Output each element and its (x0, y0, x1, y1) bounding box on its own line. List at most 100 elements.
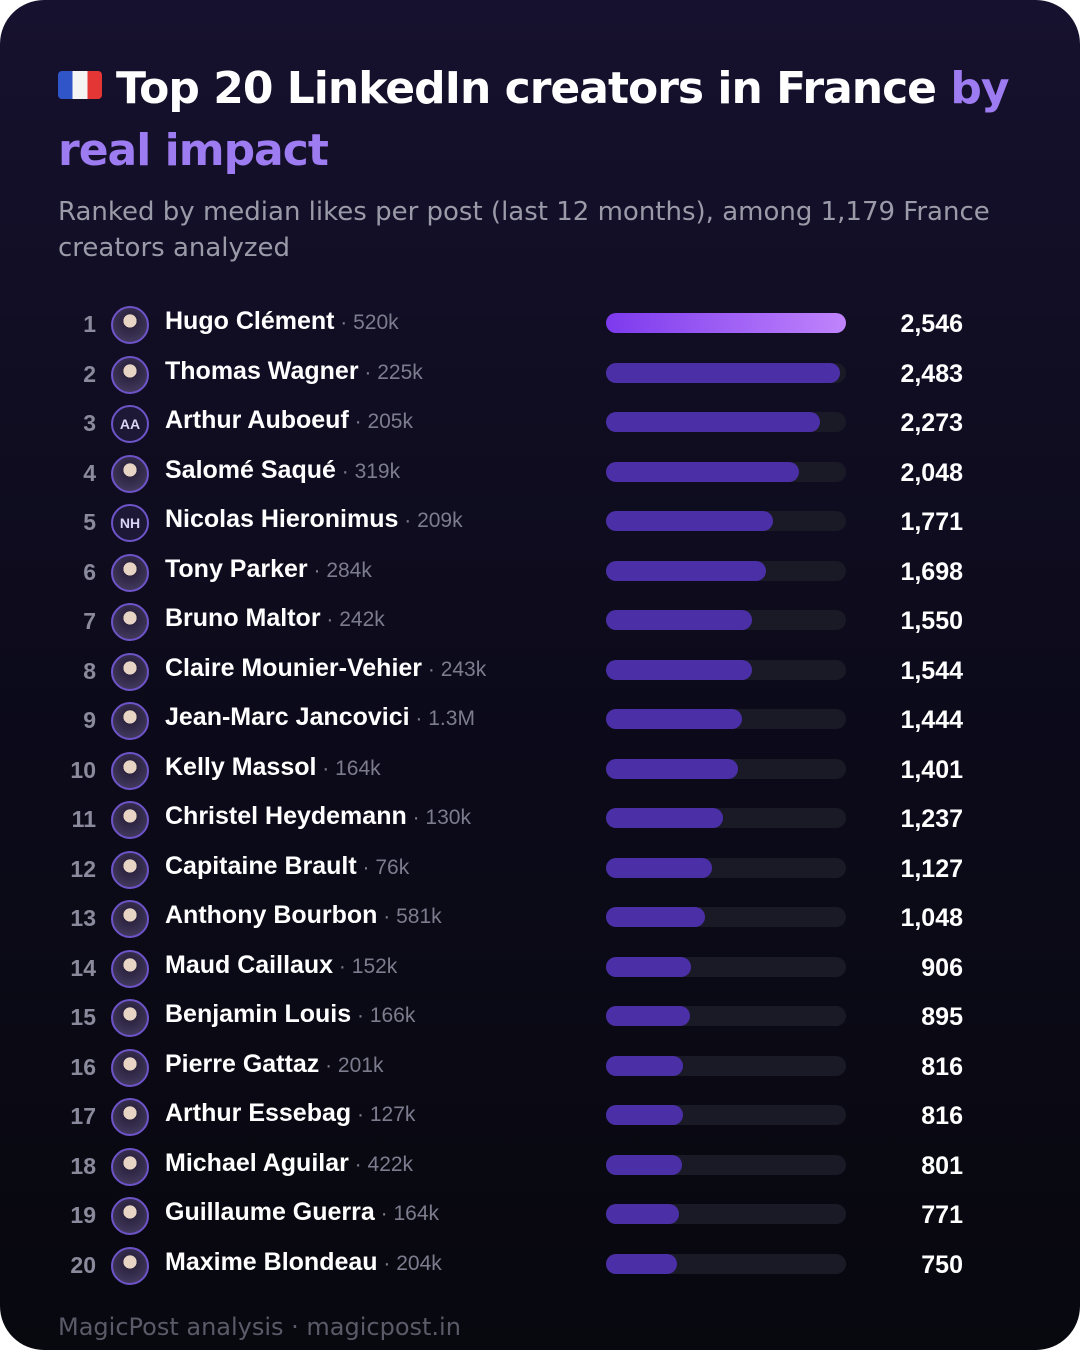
separator-dot: · (398, 509, 418, 532)
follower-count: 242k (339, 608, 385, 631)
value-label: 1,698 (900, 557, 963, 586)
bar-mark (606, 659, 752, 680)
bar-mark (606, 1055, 683, 1076)
table-row: 5 NH Nicolas Hieronimus · 209k 1,771 (0, 499, 1080, 549)
follower-count: 243k (440, 657, 487, 681)
france-flag-icon (58, 71, 102, 99)
bar-mark (606, 1154, 682, 1175)
table-row: 17 Arthur Essebag · 127k 816 (0, 1093, 1080, 1143)
value-label: 750 (921, 1250, 963, 1279)
avatar (111, 949, 149, 988)
separator-dot: · (406, 806, 426, 829)
creator-entry: Maud Caillaux · 152k (165, 951, 397, 980)
value-label: 1,550 (900, 607, 963, 635)
separator-dot: · (356, 855, 376, 879)
separator-dot: · (409, 707, 429, 730)
rank-number: 6 (83, 558, 96, 585)
creator-entry: Capitaine Brault · 76k (165, 852, 409, 881)
bar-track (606, 1006, 846, 1026)
bar-mark (606, 412, 821, 432)
rank-number: 5 (83, 509, 96, 535)
rank-number: 3 (83, 410, 96, 436)
follower-count: 284k (326, 558, 372, 582)
table-row: 14 Maud Caillaux · 152k 906 (0, 945, 1080, 995)
rank-number: 1 (83, 311, 96, 337)
rank-number: 18 (70, 1152, 96, 1179)
bar-track (606, 1204, 846, 1224)
bar-track (606, 1105, 846, 1125)
bar-mark (606, 313, 846, 333)
separator-dot: · (348, 410, 368, 433)
bar-mark (606, 362, 841, 383)
avatar (111, 999, 149, 1037)
creator-name: Pierre Gattaz (165, 1049, 320, 1078)
creator-entry: Nicolas Hieronimus · 209k (165, 505, 463, 534)
rank-number: 2 (83, 360, 96, 387)
separator-dot: · (348, 1152, 368, 1176)
creator-name: Benjamin Louis (165, 1000, 352, 1028)
creator-entry: Jean-Marc Jancovici · 1.3M (165, 703, 475, 732)
creator-name: Anthony Bourbon (165, 901, 378, 929)
avatar (111, 1197, 149, 1235)
bar-mark (606, 808, 723, 828)
bar-mark (606, 1006, 691, 1026)
creator-name: Capitaine Brault (165, 851, 357, 880)
separator-dot: · (422, 657, 441, 681)
avatar: AA (111, 405, 149, 443)
avatar: NH (111, 504, 149, 542)
separator-dot: · (316, 756, 336, 780)
avatar (111, 553, 149, 592)
creator-entry: Pierre Gattaz · 201k (165, 1050, 383, 1079)
bar-track (606, 808, 846, 828)
value-label: 895 (921, 1003, 963, 1031)
follower-count: 209k (417, 509, 463, 532)
subtitle: Ranked by median likes per post (last 12… (58, 197, 990, 263)
avatar (111, 702, 149, 740)
rank-number: 16 (70, 1053, 96, 1080)
creator-entry: Michael Aguilar · 422k (165, 1149, 413, 1178)
separator-dot: · (374, 1202, 394, 1225)
creator-name: Michael Aguilar (165, 1148, 349, 1177)
avatar-initials: NH (119, 515, 141, 531)
bar-mark (606, 709, 743, 729)
bar-mark (606, 1253, 677, 1274)
rank-number: 17 (70, 1103, 96, 1129)
creator-entry: Benjamin Louis · 166k (165, 1000, 415, 1029)
table-row: 19 Guillaume Guerra · 164k 771 (0, 1192, 1080, 1242)
avatar (111, 454, 149, 493)
bar-track (606, 956, 846, 977)
creator-name: Tony Parker (165, 554, 308, 583)
creator-entry: Guillaume Guerra · 164k (165, 1198, 439, 1227)
table-row: 8 Claire Mounier-Vehier · 243k 1,544 (0, 648, 1080, 698)
value-label: 1,444 (900, 706, 963, 734)
value-label: 816 (921, 1102, 963, 1130)
table-row: 18 Michael Aguilar · 422k 801 (0, 1143, 1080, 1193)
creator-entry: Claire Mounier-Vehier · 243k (165, 654, 486, 683)
creator-name: Jean-Marc Jancovici (165, 703, 410, 731)
table-row: 13 Anthony Bourbon · 581k 1,048 (0, 895, 1080, 945)
separator-dot: · (334, 311, 354, 334)
follower-count: 225k (377, 360, 423, 384)
avatar-initials: AA (119, 416, 141, 432)
value-label: 1,048 (900, 904, 963, 932)
creator-entry: Bruno Maltor · 242k (165, 604, 385, 633)
separator-dot: · (307, 558, 327, 582)
bar-mark (606, 1105, 683, 1125)
rank-number: 13 (70, 905, 96, 931)
bar-mark (606, 1204, 679, 1224)
creator-entry: Christel Heydemann · 130k (165, 802, 471, 831)
table-row: 4 Salomé Saqué · 319k 2,048 (0, 450, 1080, 500)
follower-count: 164k (393, 1202, 440, 1225)
bar-mark (606, 511, 773, 531)
bar-track (606, 362, 846, 383)
creator-name: Thomas Wagner (165, 356, 359, 385)
follower-count: 1.3M (428, 707, 475, 730)
rank-number: 15 (70, 1004, 96, 1030)
value-label: 801 (921, 1151, 963, 1180)
bar-track (606, 709, 846, 729)
separator-dot: · (358, 360, 378, 384)
rank-number: 19 (70, 1202, 96, 1228)
table-row: 12 Capitaine Brault · 76k 1,127 (0, 846, 1080, 896)
creator-name: Arthur Essebag (165, 1099, 352, 1127)
bar-track (606, 1253, 846, 1274)
